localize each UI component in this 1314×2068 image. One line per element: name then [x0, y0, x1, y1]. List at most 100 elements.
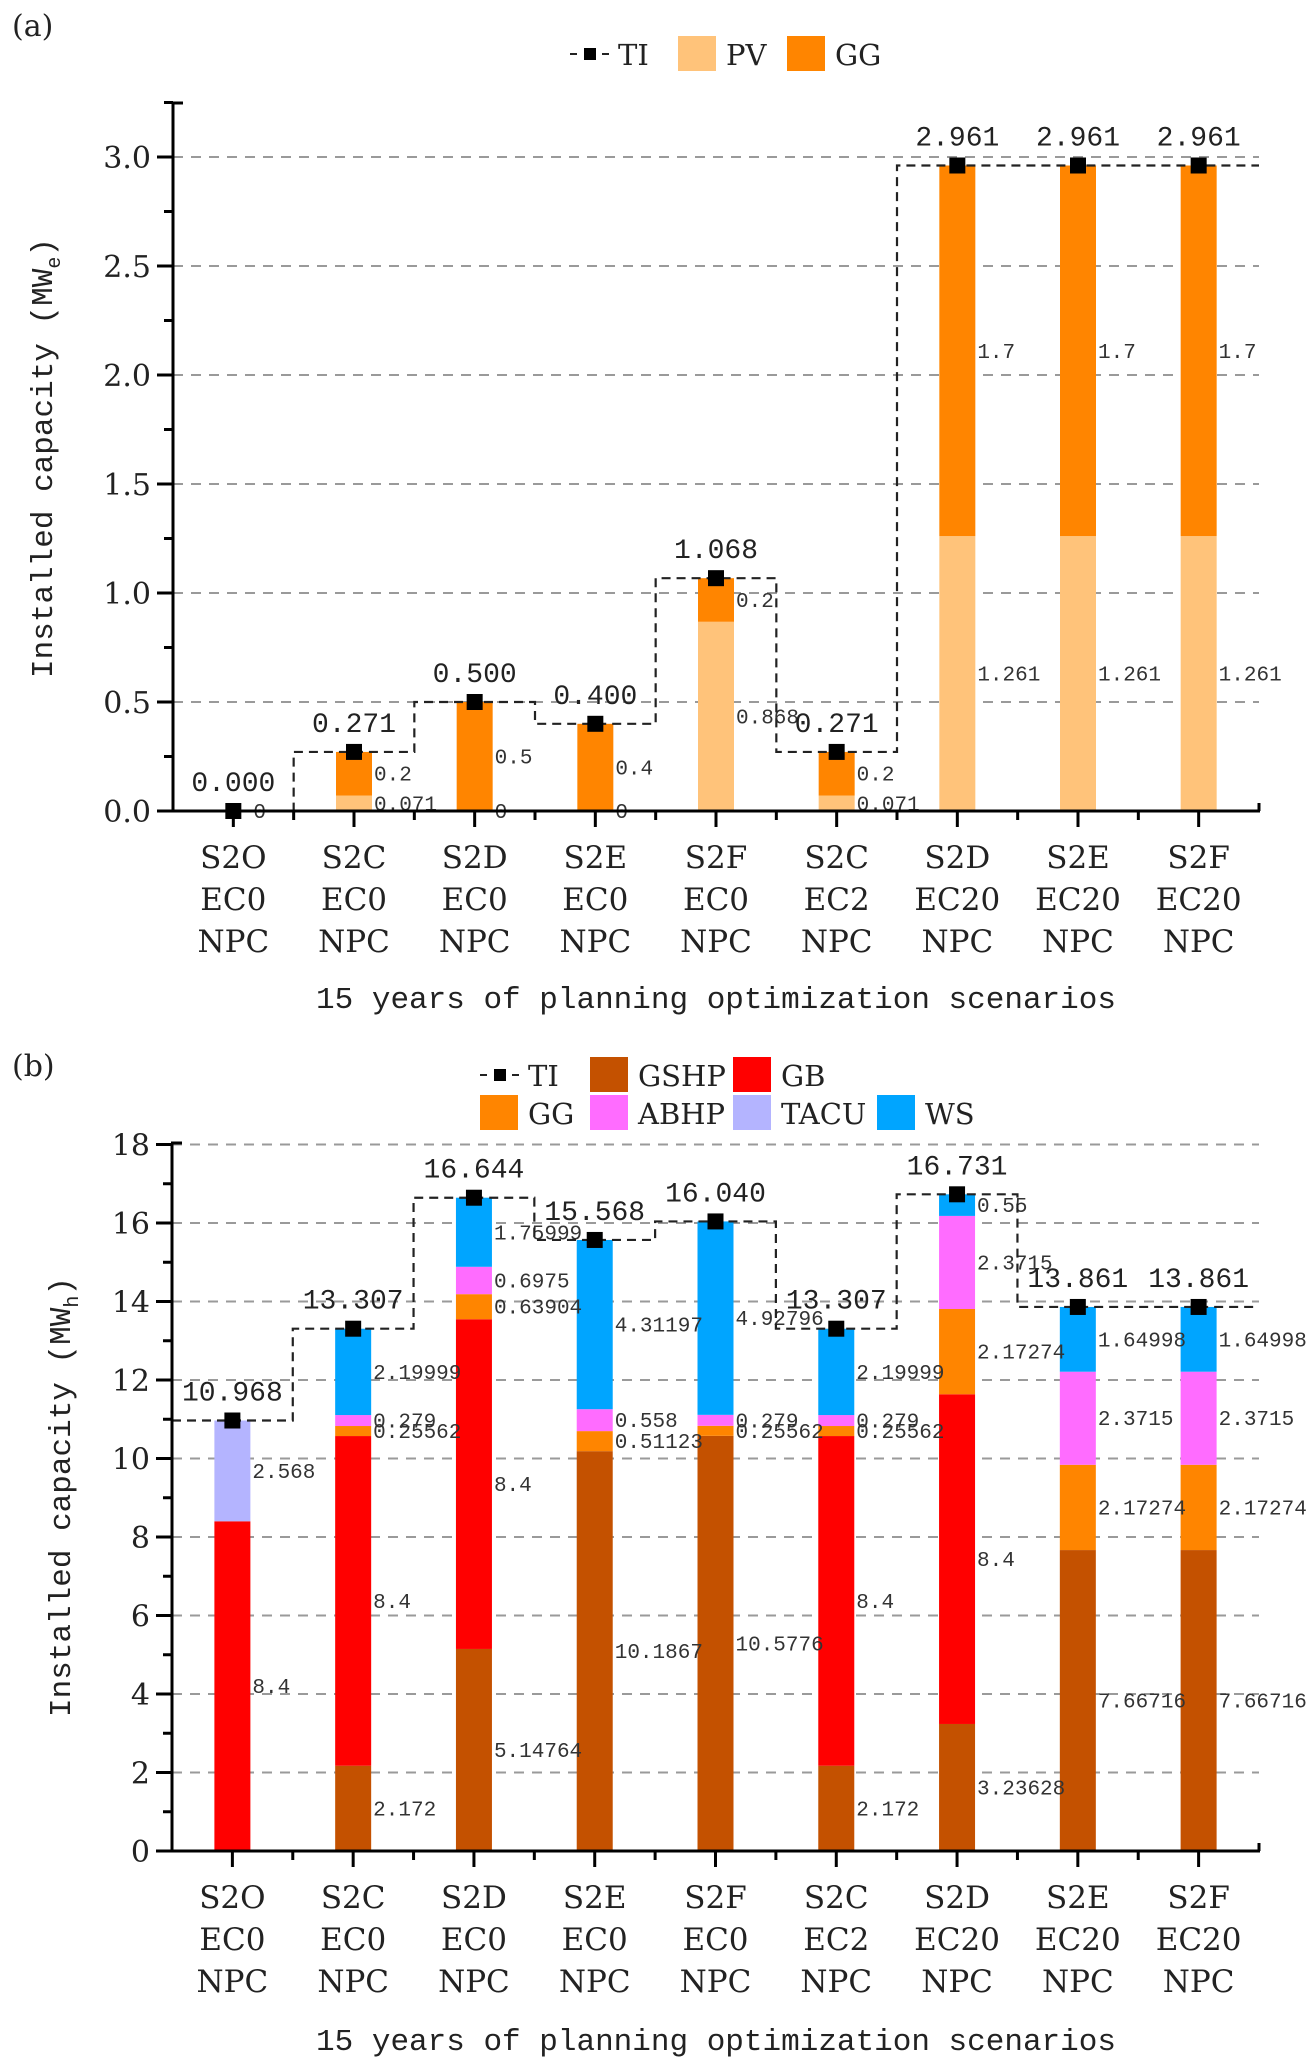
data-label-gb: 8.4 — [252, 1677, 290, 1700]
bar-segment-gg — [1180, 165, 1217, 537]
data-label-gb: 8.4 — [856, 1592, 894, 1615]
x-tick-label: EC0 — [199, 1922, 265, 1958]
ti-marker — [949, 1186, 966, 1203]
data-label-ws: 2.19999 — [856, 1363, 944, 1386]
legend-label: TI — [618, 38, 649, 72]
panel-b-y-axis-title-main: Installed capacity (MW — [45, 1307, 80, 1717]
ti-total-label: 1.068 — [674, 536, 758, 567]
data-label-gshp: 7.66716 — [1219, 1692, 1307, 1715]
bar-segment-pv — [1060, 536, 1096, 811]
panel-a-x-axis-title: 15 years of planning optimization scenar… — [316, 983, 1116, 1018]
x-tick-label: NPC — [680, 1964, 752, 2000]
data-label-pv: 1.261 — [1219, 665, 1282, 688]
data-label-gg: 0.4 — [615, 758, 653, 781]
x-tick-label: S2C — [322, 840, 387, 876]
data-label-pv: 0.071 — [857, 794, 920, 817]
panel-b-y-axis-title-sub: h — [62, 1296, 85, 1308]
data-label-tacu: 2.568 — [252, 1462, 315, 1485]
bar-segment-gg — [697, 1425, 734, 1436]
data-label-gg: 0.63904 — [494, 1298, 582, 1321]
ti-marker — [828, 743, 845, 760]
data-label-abhp: 2.3715 — [1219, 1409, 1295, 1432]
ti-total-label: 16.731 — [907, 1152, 1008, 1183]
legend-swatch-icon — [480, 1095, 518, 1130]
x-tick-label: S2C — [804, 1880, 869, 1916]
bar-segment-gb — [455, 1319, 492, 1649]
x-tick-label: NPC — [197, 1964, 269, 2000]
ti-marker — [586, 1231, 603, 1248]
y-tick-label: 0.0 — [103, 795, 151, 830]
ti-marker — [1069, 1298, 1086, 1315]
bar-segment-gshp — [335, 1765, 372, 1851]
x-tick-label: EC2 — [803, 1922, 869, 1958]
data-label-abhp: 0.279 — [373, 1412, 436, 1435]
legend-label: TACU — [781, 1097, 866, 1131]
data-label-abhp: 0.279 — [736, 1411, 799, 1434]
legend-swatch-icon — [733, 1057, 771, 1092]
bar-segment-abhp — [1180, 1371, 1217, 1465]
x-tick-label: NPC — [680, 924, 752, 960]
bar-segment-ws — [455, 1197, 492, 1267]
y-tick-label: 3.0 — [103, 141, 151, 176]
data-label-gshp: 7.66716 — [1098, 1692, 1186, 1715]
legend-item-gshp: GSHP — [590, 1057, 726, 1093]
ti-marker — [949, 157, 966, 174]
data-label-gg: 2.17274 — [977, 1343, 1065, 1366]
data-label-pv: 1.261 — [1098, 665, 1161, 688]
data-label-pv: 1.261 — [977, 665, 1040, 688]
y-tick-label: 8 — [131, 1521, 150, 1556]
data-label-gg: 0.25562 — [736, 1422, 824, 1445]
x-tick-label: NPC — [921, 1964, 993, 2000]
x-tick-label: S2E — [564, 840, 628, 876]
ti-marker — [587, 715, 604, 732]
data-label-gg: 0.2 — [374, 765, 412, 788]
x-tick-label: NPC — [1163, 1964, 1235, 2000]
x-tick-label: NPC — [921, 924, 993, 960]
panel-a-y-axis-title-main: Installed capacity (MW — [27, 268, 62, 678]
bar-segment-abhp — [455, 1266, 492, 1295]
data-label-pv: 0 — [615, 802, 628, 825]
x-tick-label: EC20 — [1156, 882, 1242, 918]
legend-item-ws: WS — [877, 1095, 975, 1131]
legend-label: GG — [528, 1097, 574, 1131]
data-label-ws: 1.64998 — [1219, 1330, 1307, 1353]
bar-segment-ws — [939, 1194, 976, 1216]
panel-b-bars — [214, 1194, 1217, 1851]
ti-total-label: 13.307 — [786, 1287, 887, 1318]
legend-item-ti: TI — [480, 1059, 559, 1093]
legend-label: ABHP — [637, 1097, 725, 1131]
bar-segment-gshp — [818, 1765, 855, 1851]
data-label-ws: 2.19999 — [373, 1363, 461, 1386]
panel-a-bars — [336, 165, 1217, 811]
ti-total-label: 13.861 — [1027, 1265, 1128, 1296]
legend-swatch-icon — [590, 1057, 628, 1092]
x-tick-label: NPC — [559, 924, 631, 960]
x-tick-label: EC20 — [1035, 882, 1121, 918]
x-tick-label: EC0 — [200, 882, 266, 918]
data-label-pv: 0.868 — [736, 707, 799, 730]
ti-total-label: 2.961 — [1157, 124, 1241, 155]
bar-segment-abhp — [697, 1414, 734, 1426]
legend-label: GB — [781, 1059, 825, 1093]
ti-total-label: 10.968 — [182, 1379, 283, 1410]
y-tick-label: 2.5 — [103, 250, 151, 285]
x-tick-label: NPC — [801, 924, 873, 960]
x-tick-label: S2E — [563, 1880, 627, 1916]
y-tick-label: 14 — [112, 1286, 150, 1321]
data-label-gshp: 3.23628 — [977, 1778, 1065, 1801]
bar-segment-gshp — [455, 1648, 492, 1851]
bar-segment-gg — [456, 702, 493, 811]
data-label-gb: 8.4 — [977, 1550, 1015, 1573]
bar-segment-gshp — [939, 1723, 976, 1851]
panel-b-axes: 0 2 4 6 8 10 12 14 16 18 S2O EC0 NPC S2C EC0 NPC S2D EC0 N… — [112, 1129, 1261, 2000]
x-tick-label: S2F — [685, 840, 747, 876]
data-label-pv: 0.071 — [374, 794, 437, 817]
x-tick-label: NPC — [1042, 924, 1114, 960]
ti-marker — [707, 1213, 724, 1230]
data-label-gb: 8.4 — [494, 1475, 532, 1498]
ti-total-label: 0.271 — [795, 710, 879, 741]
ti-marker — [1070, 157, 1086, 174]
ti-marker — [224, 1412, 241, 1429]
bar-segment-gg — [1180, 1464, 1217, 1551]
